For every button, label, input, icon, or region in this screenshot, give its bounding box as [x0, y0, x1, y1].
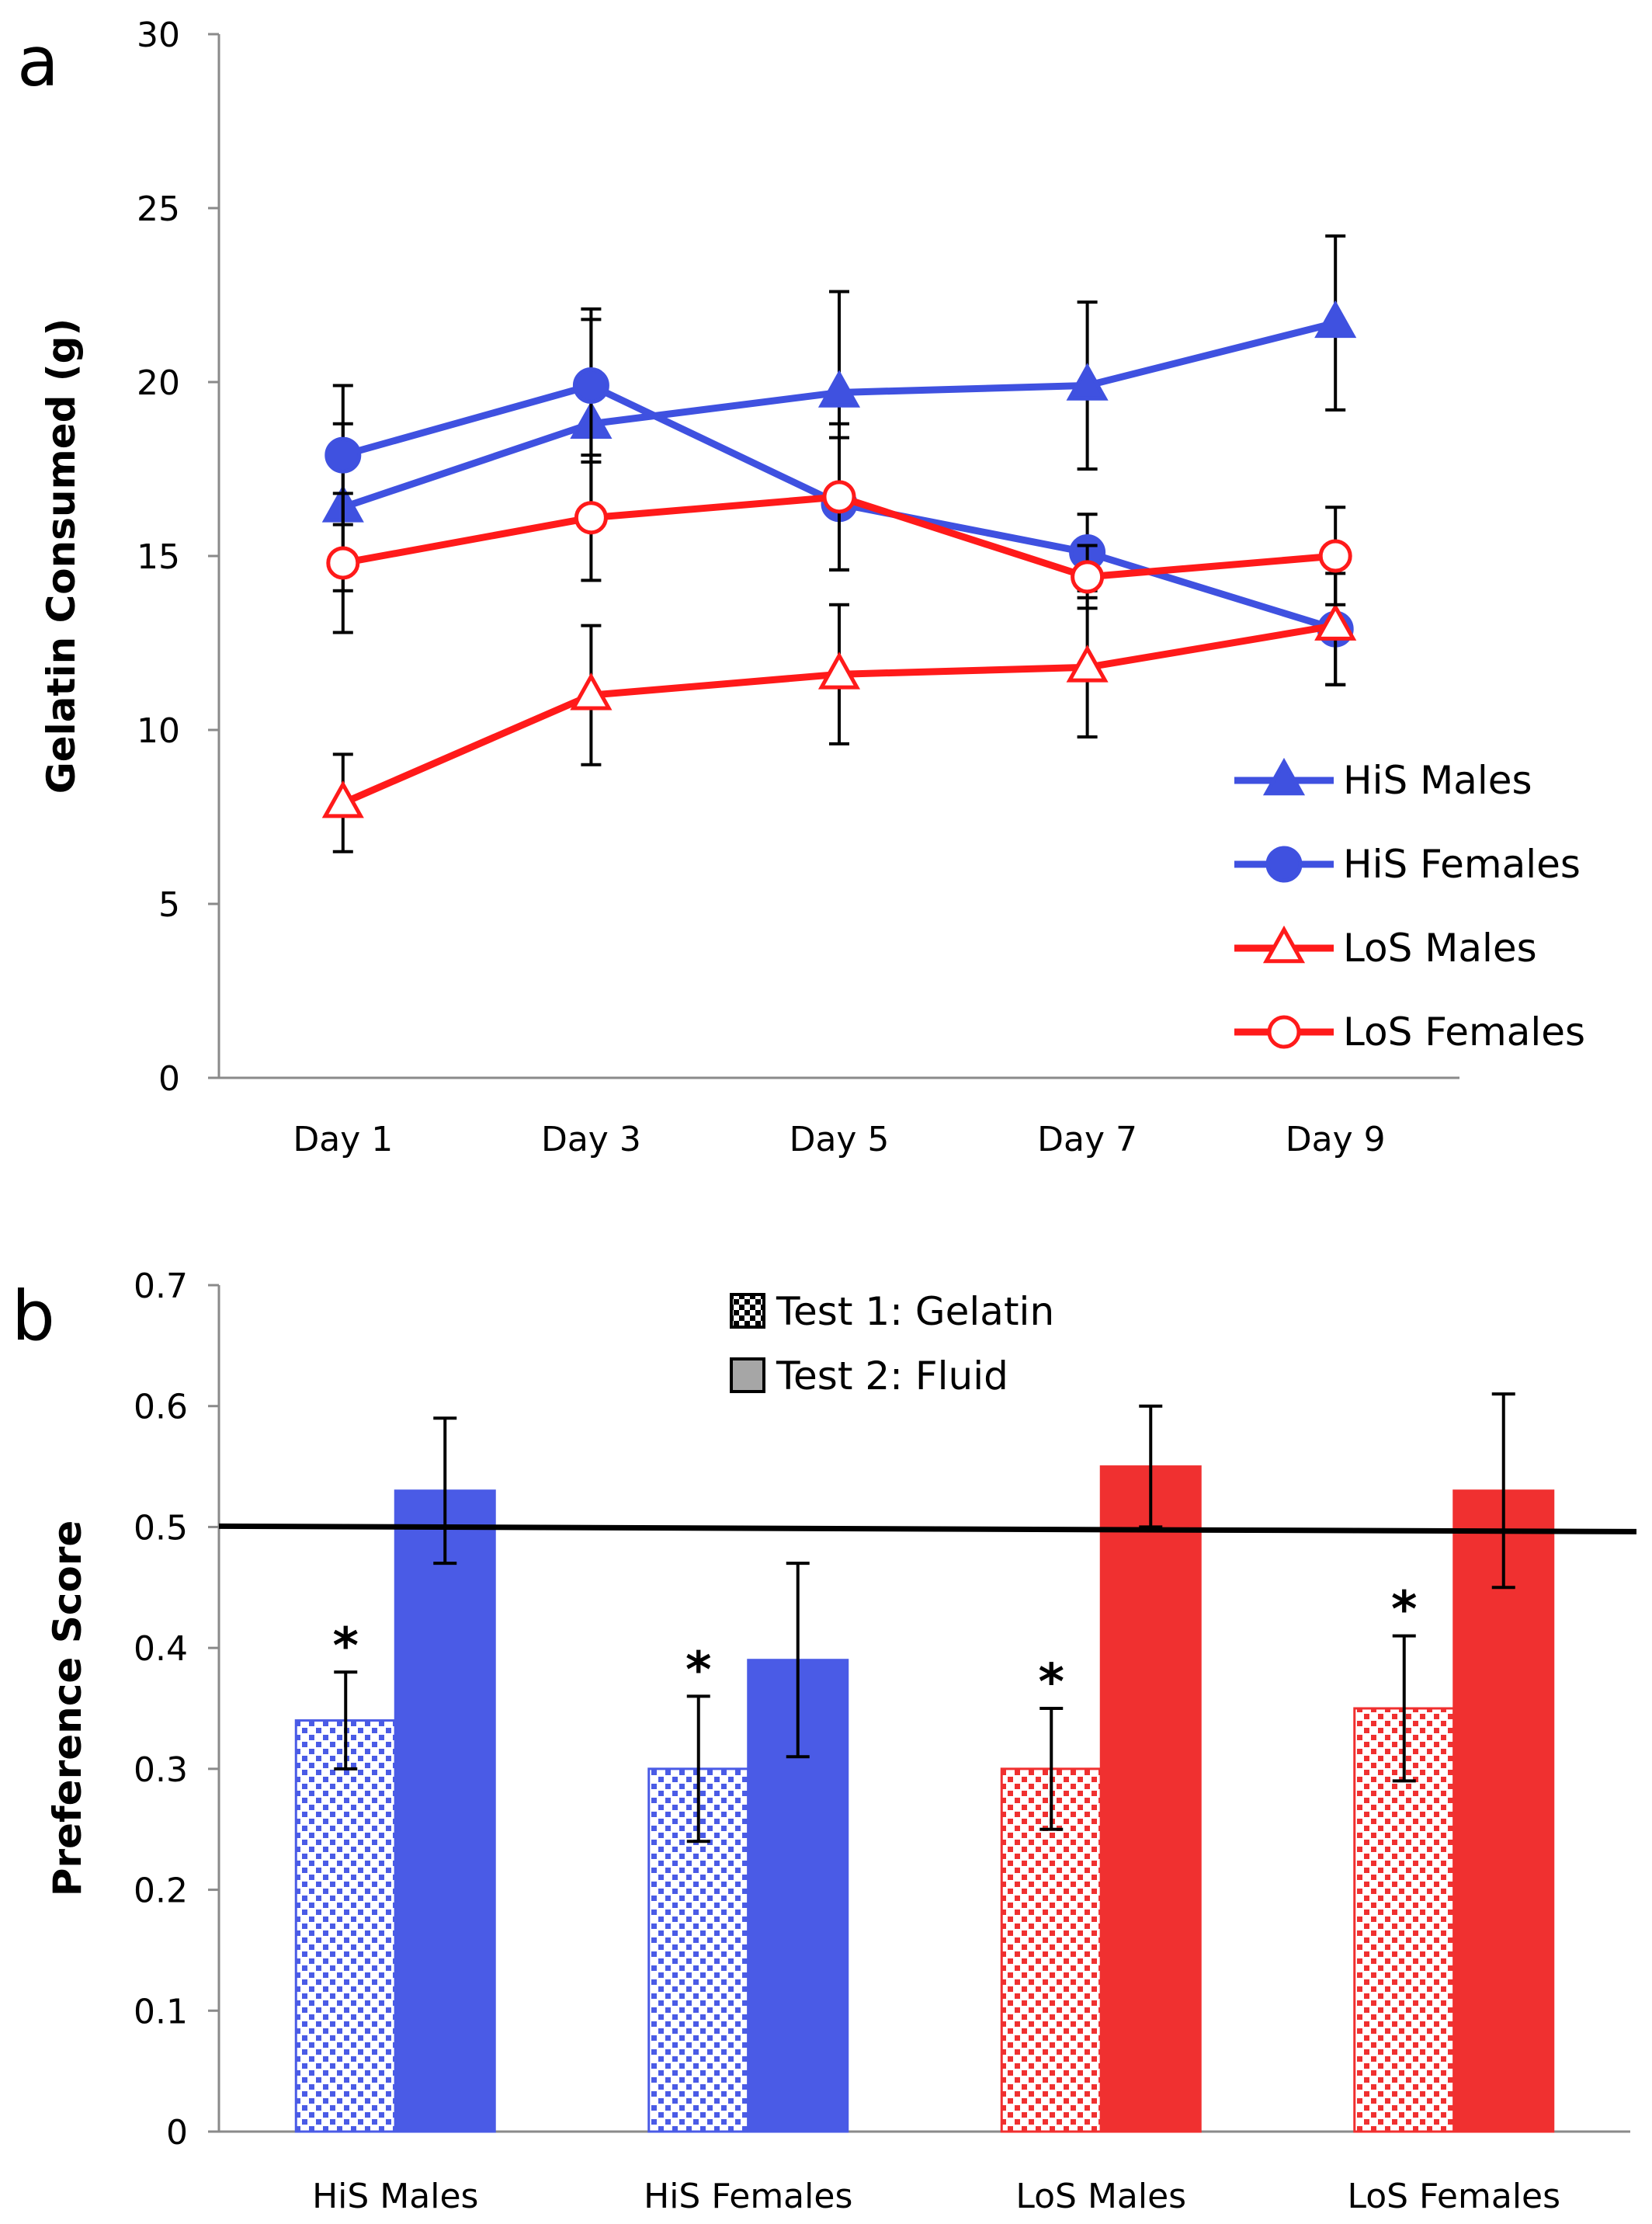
his-females-marker — [324, 436, 362, 474]
x-tick-label: Day 9 — [1286, 1120, 1386, 1159]
y-tick-label: 0.3 — [134, 1750, 188, 1790]
significance-marker: * — [685, 1642, 711, 1699]
x-tick-label: Day 7 — [1037, 1120, 1137, 1159]
his-females-marker — [572, 367, 609, 404]
los-males-marker — [570, 672, 613, 711]
y-axis-title: Preference Score — [45, 1520, 90, 1897]
test-2-fluid-bar — [394, 1489, 496, 2133]
y-tick-label: 20 — [137, 363, 180, 403]
y-tick-label: 30 — [137, 16, 180, 55]
y-tick-label: 0.2 — [134, 1871, 188, 1911]
panel-a-line-chart: 0 5 10 15 20 25 30 Day 1 Day 3 Day 5 Day 7 Day 9 Gel… — [39, 16, 1585, 1159]
panel-label-a: a — [17, 22, 59, 102]
panel-label-b: b — [12, 1276, 55, 1356]
y-tick-label: 0.6 — [134, 1388, 188, 1427]
los-males-marker — [1314, 603, 1357, 641]
test-2-fluid-bar — [1452, 1489, 1555, 2133]
y-axis-title: Gelatin Consumed (g) — [39, 318, 84, 794]
legend-los-females-marker — [1267, 1015, 1301, 1049]
significance-marker: * — [1391, 1582, 1417, 1639]
legend-test-2-fluid-swatch — [730, 1357, 765, 1393]
legend-test-1-gelatin-label: Test 1: Gelatin — [776, 1289, 1054, 1334]
legend-los-males-marker — [1262, 925, 1306, 964]
x-tick-label: Day 5 — [790, 1120, 890, 1159]
y-tick-label: 0.5 — [134, 1508, 188, 1548]
significance-marker: * — [333, 1618, 359, 1675]
los-males-marker — [1066, 645, 1109, 683]
los-males-marker — [321, 780, 364, 818]
legend-his-females-marker — [1265, 846, 1303, 883]
los-females-marker — [822, 480, 856, 514]
y-tick-label: 15 — [137, 537, 180, 577]
x-tick-label: LoS Males — [1015, 2177, 1186, 2216]
legend-los-females-label: LoS Females — [1343, 1009, 1585, 1055]
significance-marker: * — [1039, 1654, 1064, 1711]
x-tick-label: LoS Females — [1347, 2177, 1560, 2216]
legend-his-males-marker — [1262, 757, 1306, 796]
y-tick-label: 25 — [137, 189, 180, 229]
legend-test-1-gelatin-swatch — [730, 1293, 765, 1329]
y-tick-label: 0.1 — [134, 1992, 188, 2031]
y-tick-label: 0 — [158, 1059, 180, 1099]
x-tick-label: Day 3 — [541, 1120, 641, 1159]
panel-b-bar-chart: 0 0.1 0.2 0.3 0.4 0.5 0.6 0.7 HiS Males HiS Femal… — [45, 1267, 1637, 2216]
x-tick-label: HiS Males — [312, 2177, 478, 2216]
test-2-fluid-bar — [1099, 1465, 1202, 2133]
los-males-marker — [817, 652, 861, 690]
los-females-marker — [1071, 560, 1105, 594]
his-males-marker — [1314, 300, 1357, 339]
y-tick-label: 0 — [166, 2113, 188, 2153]
x-tick-label: HiS Females — [644, 2177, 852, 2216]
his-males-marker — [817, 370, 861, 408]
legend-his-females-label: HiS Females — [1343, 842, 1581, 887]
y-tick-label: 0.4 — [134, 1629, 188, 1669]
x-tick-label: Day 1 — [293, 1120, 393, 1159]
y-tick-label: 0.7 — [134, 1267, 188, 1306]
his-males-marker — [1066, 363, 1109, 401]
y-tick-label: 5 — [158, 885, 180, 925]
legend-test-2-fluid-label: Test 2: Fluid — [776, 1354, 1008, 1399]
los-females-marker — [574, 501, 608, 535]
legend-his-males-label: HiS Males — [1343, 758, 1532, 803]
y-tick-label: 10 — [137, 711, 180, 751]
legend-los-males-label: LoS Males — [1343, 926, 1537, 971]
reference-line — [218, 1523, 1637, 1534]
los-females-marker — [326, 546, 360, 580]
los-females-marker — [1318, 539, 1352, 573]
test-1-gelatin-bar — [294, 1719, 397, 2133]
